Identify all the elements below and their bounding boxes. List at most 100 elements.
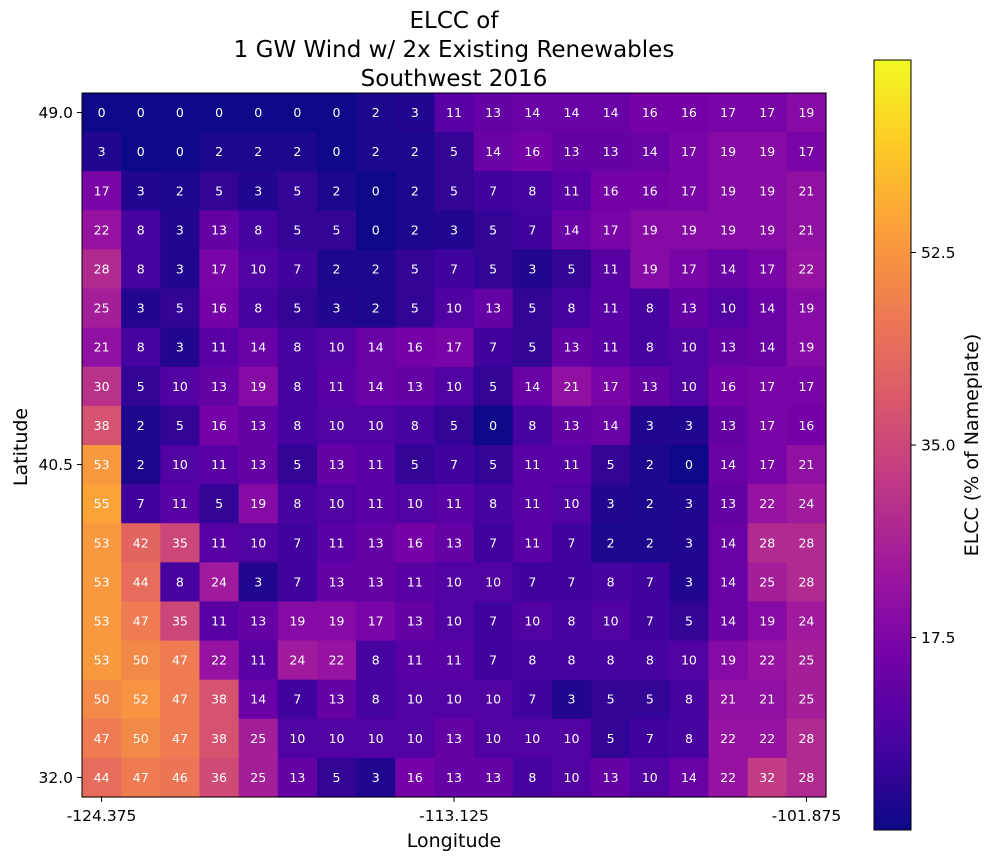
cell-value-label: 21 (564, 379, 580, 394)
cell-value-label: 7 (293, 574, 301, 589)
heatmap-cell (747, 601, 788, 642)
heatmap-cell (786, 249, 827, 290)
heatmap-cell (708, 601, 749, 642)
cell-value-label: 0 (333, 105, 341, 120)
cell-value-label: 0 (176, 144, 184, 159)
cell-value-label: 3 (137, 183, 145, 198)
cell-value-label: 10 (681, 340, 697, 355)
heatmap-cell (551, 93, 592, 133)
heatmap-cell (199, 210, 240, 251)
heatmap-cell (121, 601, 161, 642)
heatmap-cell (238, 757, 279, 798)
heatmap-cell (434, 640, 475, 681)
cell-value-label: 17 (211, 262, 227, 277)
cell-value-label: 21 (798, 457, 814, 472)
cell-value-label: 53 (94, 614, 110, 629)
heatmap-cell (277, 93, 318, 133)
heatmap-cell (630, 757, 670, 798)
cell-value-label: 2 (137, 457, 145, 472)
cell-value-label: 22 (94, 222, 110, 237)
heatmap-cell (708, 640, 749, 681)
heatmap-cell (277, 366, 318, 407)
cell-value-label: 14 (603, 105, 619, 120)
heatmap-cell (395, 484, 436, 524)
cell-value-label: 10 (407, 731, 423, 746)
cell-value-label: 19 (250, 379, 266, 394)
cell-value-label: 38 (211, 692, 227, 707)
heatmap-cell (395, 562, 436, 603)
cell-value-label: 11 (407, 653, 423, 668)
cell-value-label: 24 (798, 496, 814, 511)
cell-value-label: 5 (411, 301, 419, 316)
cell-value-label: 8 (254, 301, 262, 316)
heatmap-cell (630, 249, 670, 290)
heatmap-cell (238, 523, 279, 563)
heatmap-cell (199, 484, 240, 524)
heatmap-cell (277, 132, 318, 172)
heatmap-cell (199, 93, 240, 133)
cell-value-label: 8 (293, 340, 301, 355)
heatmap-cell (395, 210, 436, 251)
heatmap-cell (82, 171, 122, 211)
heatmap-cell (82, 405, 122, 446)
cell-value-label: 10 (485, 692, 501, 707)
heatmap-cell (356, 445, 396, 485)
heatmap-cell (199, 366, 240, 407)
heatmap-cell (747, 366, 788, 407)
heatmap-cell (786, 445, 827, 485)
y-tick-label: 49.0 (38, 104, 73, 122)
heatmap-cell (473, 601, 514, 642)
cell-value-label: 3 (607, 496, 615, 511)
cell-value-label: 2 (215, 144, 223, 159)
cell-value-label: 2 (411, 183, 419, 198)
cell-value-label: 50 (133, 731, 149, 746)
heatmap-cell (747, 132, 788, 172)
chart-title: ELCC of 1 GW Wind w/ 2x Existing Renewab… (234, 8, 675, 92)
heatmap-cell (708, 249, 749, 290)
cell-value-label: 22 (329, 653, 345, 668)
cell-value-label: 13 (446, 770, 462, 785)
heatmap-cell (316, 405, 357, 446)
heatmap-cell (512, 679, 553, 720)
cell-value-label: 16 (407, 340, 423, 355)
heatmap-grid: 0 0 0 0 0 0 0 2 3 11 13 14 14 14 16 16 17 17 193 0 0 2 2 2 0 2 2 5 1… (82, 93, 827, 798)
cell-value-label: 11 (603, 262, 619, 277)
cell-value-label: 19 (720, 144, 736, 159)
heatmap-cell (316, 601, 357, 642)
cell-value-label: 52 (133, 692, 149, 707)
heatmap-cell (82, 601, 122, 642)
cell-value-label: 25 (94, 301, 110, 316)
cell-value-label: 11 (524, 496, 540, 511)
cell-value-label: 10 (681, 653, 697, 668)
cell-value-label: 44 (133, 574, 149, 589)
heatmap-cell (630, 327, 670, 368)
cell-value-label: 0 (98, 105, 106, 120)
heatmap-cell (473, 484, 514, 524)
heatmap-cell (316, 288, 357, 329)
cell-value-label: 13 (603, 144, 619, 159)
heatmap-cell (708, 288, 749, 329)
heatmap-cell (238, 366, 279, 407)
cell-value-label: 47 (94, 731, 110, 746)
cell-value-label: 5 (646, 692, 654, 707)
heatmap-cell (591, 171, 631, 211)
heatmap-cell (669, 523, 710, 563)
cell-value-label: 44 (94, 770, 110, 785)
cell-value-label: 19 (759, 144, 775, 159)
heatmap-cell (199, 757, 240, 798)
heatmap-cell (473, 562, 514, 603)
heatmap-cell (356, 249, 396, 290)
cell-value-label: 7 (489, 653, 497, 668)
heatmap-cell (277, 601, 318, 642)
heatmap-cell (121, 366, 161, 407)
heatmap-cell (82, 249, 122, 290)
heatmap-cell (356, 523, 396, 563)
heatmap-cell (747, 757, 788, 798)
heatmap-cell (512, 445, 553, 485)
heatmap-cell (238, 601, 279, 642)
heatmap-cell (708, 405, 749, 446)
cell-value-label: 10 (172, 457, 188, 472)
heatmap-cell (160, 562, 201, 603)
heatmap-cell (630, 210, 670, 251)
heatmap-cell (473, 288, 514, 329)
